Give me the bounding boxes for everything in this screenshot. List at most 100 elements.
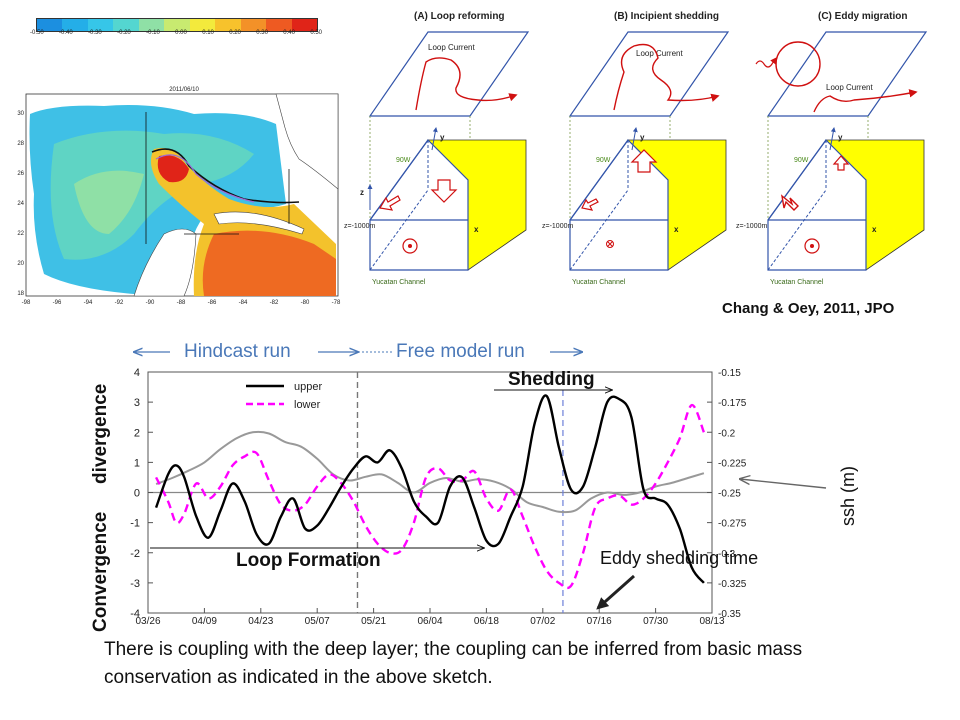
y-axis — [631, 127, 638, 151]
y-axis-label: y — [440, 133, 445, 142]
colorbar-swatch — [240, 19, 267, 31]
caribbean-hot — [202, 230, 336, 296]
box-edge — [767, 189, 827, 271]
free-model-run-label: Free model run — [396, 341, 525, 362]
y-tick-label: 4 — [134, 367, 140, 379]
legend-box — [242, 376, 346, 412]
colorbar-swatch — [215, 19, 241, 31]
colorbar-tick: -0.50 — [30, 30, 44, 36]
lon-label: 90W — [396, 157, 411, 164]
colorbar-tick: 0.40 — [283, 30, 295, 36]
lon-tick: -84 — [239, 300, 248, 306]
westward-arrow — [379, 195, 401, 211]
lon-tick: -94 — [84, 300, 93, 306]
lat-tick: 30 — [17, 111, 24, 117]
colorbar-swatch — [37, 19, 63, 31]
depth-label: z=-1000m — [736, 223, 767, 230]
colorbar-tick: -0.40 — [59, 30, 73, 36]
ssh-arrow — [740, 479, 827, 489]
colorbar-tick: 0.30 — [256, 30, 268, 36]
model-contour — [155, 154, 255, 203]
depth-label: z=-1000m — [344, 223, 375, 230]
lon-tick: -82 — [270, 300, 279, 306]
upward-arrow-small — [832, 155, 850, 171]
y2-tick-label: -0.15 — [718, 368, 741, 379]
colorbar — [36, 18, 318, 32]
lon-tick: -98 — [22, 300, 31, 306]
colorbar-tick: 0.00 — [175, 30, 187, 36]
upward-flow-dot — [408, 244, 412, 248]
y-tick-label: -3 — [130, 578, 140, 590]
lon-tick: -78 — [332, 300, 341, 306]
sketch-panels: (A) Loop reforming Loop Current y z x 90… — [344, 11, 928, 286]
sketch-panel-b: (B) Incipient shedding Loop Current y x … — [542, 11, 730, 286]
channel-label: Yucatan Channel — [770, 279, 824, 286]
eddy-time-arrow — [596, 574, 635, 610]
colorbar-tick: 0.10 — [202, 30, 214, 36]
gulf-water-light — [74, 170, 144, 234]
loop-current-path — [415, 57, 518, 111]
lat-tick: 24 — [17, 201, 24, 207]
ssh-axis-label: ssh (m) — [838, 466, 858, 526]
lon-tick: -80 — [301, 300, 310, 306]
lon-tick: -90 — [146, 300, 155, 306]
map-lon-labels: -98 -96 -94 -92 -90 -88 -86 -84 -82 -80 … — [22, 300, 341, 306]
series-line-ssh — [155, 430, 705, 514]
box-edge — [369, 189, 429, 271]
sketch-title: (C) Eddy migration — [818, 11, 907, 22]
colorbar-swatch — [138, 19, 165, 31]
colorbar-swatch — [62, 19, 88, 31]
x-tick-label: 05/07 — [305, 616, 330, 627]
y2-tick-label: -0.25 — [718, 489, 741, 500]
colorbar-tick: -0.10 — [146, 30, 160, 36]
lon-label: 90W — [596, 157, 611, 164]
lat-tick: 18 — [17, 291, 24, 297]
y2-tick-label: -0.275 — [718, 519, 747, 530]
ssh-contour — [151, 148, 300, 204]
colorbar-tick: 0.50 — [310, 30, 322, 36]
y2-tick-label: -0.35 — [718, 609, 741, 620]
hindcast-run-label: Hindcast run — [184, 341, 291, 362]
box-edge — [767, 139, 827, 221]
caption-text: There is coupling with the deep layer; t… — [104, 639, 803, 688]
x-tick-label: 04/23 — [248, 616, 273, 627]
sketch-title: (B) Incipient shedding — [614, 11, 719, 22]
y2-tick-label: -0.2 — [718, 428, 736, 439]
colorbar-tick: 0.20 — [229, 30, 241, 36]
y-axis-label: y — [640, 133, 645, 142]
lon-tick: -88 — [177, 300, 186, 306]
colorbar-swatch — [189, 19, 216, 31]
westward-arrow — [581, 198, 599, 211]
y-tick-label: -1 — [130, 518, 140, 530]
loop-current-label: Loop Current — [826, 83, 873, 92]
x-tick-label: 05/21 — [361, 616, 386, 627]
colorbar-swatch — [164, 19, 190, 31]
x-tick-label: 08/13 — [699, 616, 724, 627]
phase-arrows — [130, 340, 590, 364]
land-cuba — [213, 211, 305, 235]
divergence-label: divergence — [90, 383, 111, 484]
colorbar-swatch — [113, 19, 139, 31]
eddy-trail — [755, 57, 777, 68]
x-axis-label: x — [674, 225, 679, 234]
lon-tick: -86 — [208, 300, 217, 306]
upward-flow-dot — [810, 244, 814, 248]
x-tick-label: 07/16 — [587, 616, 612, 627]
colorbar-swatch — [291, 19, 317, 31]
lon-tick: -92 — [115, 300, 124, 306]
downward-arrow — [430, 179, 458, 203]
y2-tick-label: -0.325 — [718, 579, 747, 590]
convergence-label: Convergence — [90, 511, 111, 632]
x-tick-label: 07/02 — [530, 616, 555, 627]
x-axis-label: x — [872, 225, 877, 234]
loop-formation-label: Loop Formation — [236, 550, 381, 571]
y-tick-label: -2 — [130, 548, 140, 560]
colorbar-tick: -0.20 — [117, 30, 131, 36]
ssh-map: 2011/06/10 30 28 26 24 22 20 18 -98 -96 … — [17, 87, 341, 306]
x-tick-label: 04/09 — [192, 616, 217, 627]
box-edge — [569, 189, 629, 271]
y-tick-label: 3 — [134, 397, 140, 409]
x-tick-label: 06/18 — [474, 616, 499, 627]
legend-label-lower: lower — [294, 399, 321, 411]
lat-tick: 28 — [17, 141, 24, 147]
